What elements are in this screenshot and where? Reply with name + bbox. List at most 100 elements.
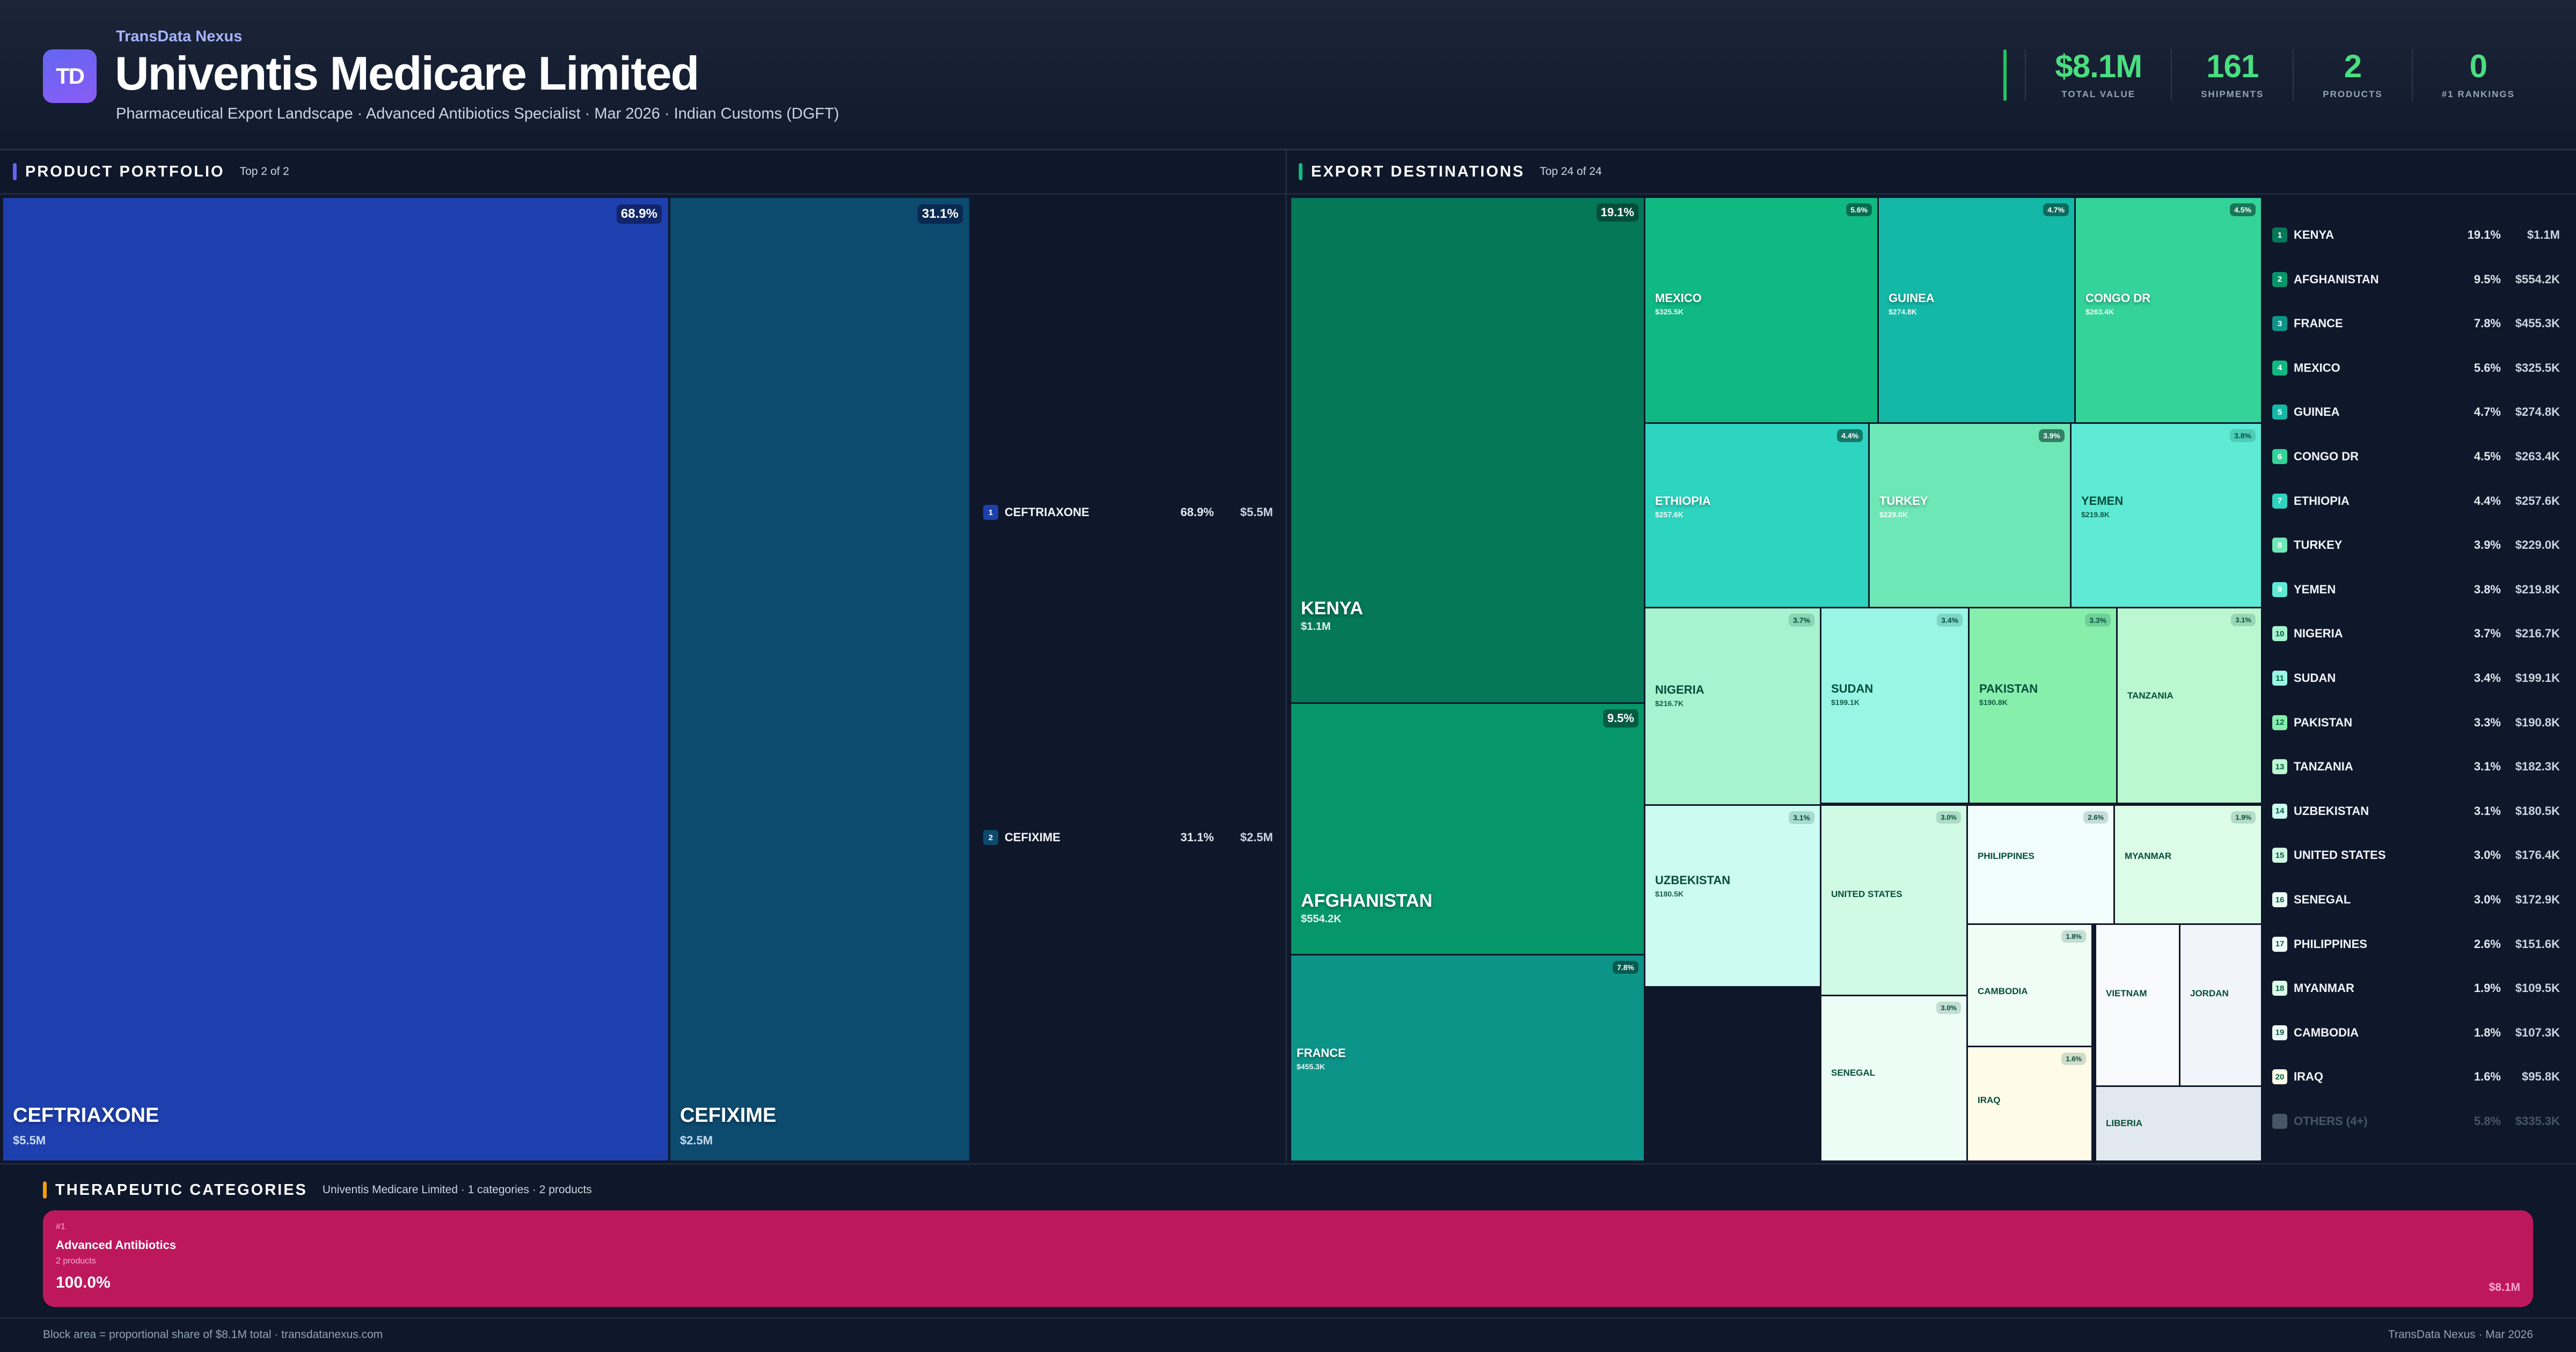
rank-badge: 1 bbox=[2272, 227, 2287, 243]
section-subtitle: Top 24 of 24 bbox=[1540, 165, 1602, 178]
rank-badge: 14 bbox=[2272, 803, 2287, 819]
section-title: PRODUCT PORTFOLIO bbox=[25, 163, 225, 180]
legend-row-afghanistan[interactable]: 2 AFGHANISTAN 9.5% $554.2K bbox=[2272, 269, 2560, 290]
category-name: Advanced Antibiotics bbox=[56, 1238, 177, 1252]
legend-name: GUINEA bbox=[2294, 405, 2340, 419]
destination-name: SENEGAL bbox=[1831, 1067, 1876, 1078]
legend-row-nigeria[interactable]: 10 NIGERIA 3.7% $216.7K bbox=[2272, 623, 2560, 644]
legend-row-guinea[interactable]: 5 GUINEA 4.7% $274.8K bbox=[2272, 401, 2560, 423]
kpi-label: #1 RANKINGS bbox=[2441, 89, 2515, 99]
legend-row-pakistan[interactable]: 12 PAKISTAN 3.3% $190.8K bbox=[2272, 712, 2560, 733]
destination-cell-tanzania[interactable]: 3.1% TANZANIA bbox=[2118, 608, 2261, 803]
rank-badge: 2 bbox=[983, 830, 998, 845]
destination-cell-philippines[interactable]: 2.6% PHILIPPINES bbox=[1968, 806, 2113, 923]
kpi-value: 161 bbox=[2206, 48, 2259, 84]
destination-name: MYANMAR bbox=[2125, 850, 2172, 861]
category-rank: #1 bbox=[56, 1222, 65, 1231]
legend-share: 4.7% bbox=[2473, 405, 2501, 419]
kpi-shipments: 161 SHIPMENTS bbox=[2171, 49, 2293, 101]
destination-cell-liberia[interactable]: LIBERIA bbox=[2096, 1087, 2261, 1160]
product-cell-cefixime[interactable]: 31.1% CEFIXIME $2.5M bbox=[670, 198, 969, 1160]
legend-row-mexico[interactable]: 4 MEXICO 5.6% $325.5K bbox=[2272, 357, 2560, 379]
legend-share: 2.6% bbox=[2473, 937, 2501, 951]
destination-cell-senegal[interactable]: 3.0% SENEGAL bbox=[1821, 996, 1966, 1160]
product-cell-ceftriaxone[interactable]: 68.9% CEFTRIAXONE $5.5M bbox=[3, 198, 668, 1160]
category-share: 100.0% bbox=[56, 1274, 111, 1291]
rank-badge: 20 bbox=[2272, 1069, 2287, 1085]
legend-value: $199.1K bbox=[2515, 671, 2560, 685]
legend-value: $180.5K bbox=[2515, 804, 2560, 818]
destination-cell-nigeria[interactable]: 3.7% NIGERIA $216.7K bbox=[1645, 608, 1820, 804]
rank-badge: 12 bbox=[2272, 715, 2287, 730]
share-badge: 7.8% bbox=[1613, 961, 1638, 974]
destination-cell-congo-dr[interactable]: 4.5% CONGO DR $263.4K bbox=[2076, 198, 2261, 422]
legend-row-cefixime[interactable]: 2 CEFIXIME 31.1% $2.5M bbox=[983, 827, 1273, 848]
destination-cell-cambodia[interactable]: 1.8% CAMBODIA bbox=[1968, 925, 2091, 1046]
kpi-label: PRODUCTS bbox=[2323, 89, 2383, 99]
share-badge: 3.8% bbox=[2230, 429, 2256, 442]
destination-cell-guinea[interactable]: 4.7% GUINEA $274.8K bbox=[1879, 198, 2074, 422]
rank-badge: 7 bbox=[2272, 493, 2287, 509]
legend-row-senegal[interactable]: 16 SENEGAL 3.0% $172.9K bbox=[2272, 889, 2560, 910]
destination-cell-pakistan[interactable]: 3.3% PAKISTAN $190.8K bbox=[1970, 608, 2116, 803]
legend-name: MEXICO bbox=[2294, 361, 2340, 374]
legend-name: CEFTRIAXONE bbox=[1005, 505, 1089, 519]
section-accent-bar bbox=[13, 163, 17, 180]
share-badge: 1.9% bbox=[2231, 811, 2256, 824]
legend-row-others[interactable]: OTHERS (4+) 5.8% $335.3K bbox=[2272, 1111, 2560, 1132]
kpi-label: SHIPMENTS bbox=[2201, 89, 2264, 99]
rank-badge: 15 bbox=[2272, 848, 2287, 863]
legend-row-turkey[interactable]: 8 TURKEY 3.9% $229.0K bbox=[2272, 534, 2560, 556]
share-badge: 3.4% bbox=[1937, 614, 1963, 627]
legend-row-yemen[interactable]: 9 YEMEN 3.8% $219.8K bbox=[2272, 579, 2560, 600]
legend-row-philippines[interactable]: 17 PHILIPPINES 2.6% $151.6K bbox=[2272, 934, 2560, 955]
legend-row-iraq[interactable]: 20 IRAQ 1.6% $95.8K bbox=[2272, 1066, 2560, 1088]
share-badge: 3.0% bbox=[1936, 811, 1961, 824]
legend-share: 7.8% bbox=[2473, 317, 2501, 330]
destination-cell-kenya[interactable]: 19.1% KENYA $1.1M bbox=[1291, 198, 1644, 702]
destination-cell-iraq[interactable]: 1.6% IRAQ bbox=[1968, 1047, 2091, 1160]
others-swatch bbox=[2272, 1114, 2287, 1129]
destination-value: $257.6K bbox=[1655, 510, 1684, 519]
destination-cell-yemen[interactable]: 3.8% YEMEN $219.8K bbox=[2072, 424, 2261, 607]
footer-credit: TransData Nexus · Mar 2026 bbox=[2388, 1328, 2533, 1341]
category-value: $8.1M bbox=[2489, 1281, 2520, 1294]
destination-cell-united-states[interactable]: 3.0% UNITED STATES bbox=[1821, 806, 1966, 995]
legend-row-united-states[interactable]: 15 UNITED STATES 3.0% $176.4K bbox=[2272, 844, 2560, 866]
destination-cell-turkey[interactable]: 3.9% TURKEY $229.0K bbox=[1870, 424, 2070, 607]
destination-cell-afghanistan[interactable]: 9.5% AFGHANISTAN $554.2K bbox=[1291, 704, 1644, 954]
footer-divider bbox=[0, 1317, 2576, 1319]
destination-cell-myanmar[interactable]: 1.9% MYANMAR bbox=[2115, 806, 2261, 923]
destination-cell-mexico[interactable]: 5.6% MEXICO $325.5K bbox=[1645, 198, 1877, 422]
legend-name: UNITED STATES bbox=[2294, 848, 2386, 862]
legend-row-tanzania[interactable]: 13 TANZANIA 3.1% $182.3K bbox=[2272, 756, 2560, 777]
destination-cell-ethiopia[interactable]: 4.4% ETHIOPIA $257.6K bbox=[1645, 424, 1868, 607]
legend-row-ethiopia[interactable]: 7 ETHIOPIA 4.4% $257.6K bbox=[2272, 490, 2560, 512]
destination-cell-vietnam[interactable]: VIETNAM bbox=[2096, 925, 2179, 1085]
destination-cell-jordan[interactable]: JORDAN bbox=[2180, 925, 2261, 1085]
legend-row-sudan[interactable]: 11 SUDAN 3.4% $199.1K bbox=[2272, 667, 2560, 689]
legend-row-congo-dr[interactable]: 6 CONGO DR 4.5% $263.4K bbox=[2272, 446, 2560, 467]
legend-name: CAMBODIA bbox=[2294, 1025, 2359, 1039]
legend-row-france[interactable]: 3 FRANCE 7.8% $455.3K bbox=[2272, 313, 2560, 334]
destination-name: YEMEN bbox=[2081, 494, 2124, 508]
share-badge: 3.0% bbox=[1936, 1002, 1961, 1014]
legend-share: 3.7% bbox=[2473, 627, 2501, 641]
legend-name: CONGO DR bbox=[2294, 450, 2359, 463]
legend-share: 1.6% bbox=[2473, 1070, 2501, 1084]
destination-name: UNITED STATES bbox=[1831, 889, 1902, 900]
destination-cell-france[interactable]: 7.8% FRANCE $455.3K bbox=[1291, 956, 1644, 1160]
legend-row-myanmar[interactable]: 18 MYANMAR 1.9% $109.5K bbox=[2272, 978, 2560, 999]
legend-row-ceftriaxone[interactable]: 1 CEFTRIAXONE 68.9% $5.5M bbox=[983, 502, 1273, 523]
destination-name: TURKEY bbox=[1879, 494, 1928, 508]
destination-cell-uzbekistan[interactable]: 3.1% UZBEKISTAN $180.5K bbox=[1645, 806, 1820, 986]
legend-row-cambodia[interactable]: 19 CAMBODIA 1.8% $107.3K bbox=[2272, 1022, 2560, 1044]
legend-value: $5.5M bbox=[1240, 505, 1273, 519]
legend-row-uzbekistan[interactable]: 14 UZBEKISTAN 3.1% $180.5K bbox=[2272, 800, 2560, 822]
category-card-advanced-antibiotics[interactable]: #1 Advanced Antibiotics 2 products 100.0… bbox=[43, 1210, 2533, 1307]
destination-cell-sudan[interactable]: 3.4% SUDAN $199.1K bbox=[1821, 608, 1968, 803]
legend-share: 31.1% bbox=[1180, 831, 1214, 844]
legend-row-kenya[interactable]: 1 KENYA 19.1% $1.1M bbox=[2272, 224, 2560, 246]
destination-value: $190.8K bbox=[1979, 698, 2008, 707]
legend-share: 3.8% bbox=[2473, 582, 2501, 596]
